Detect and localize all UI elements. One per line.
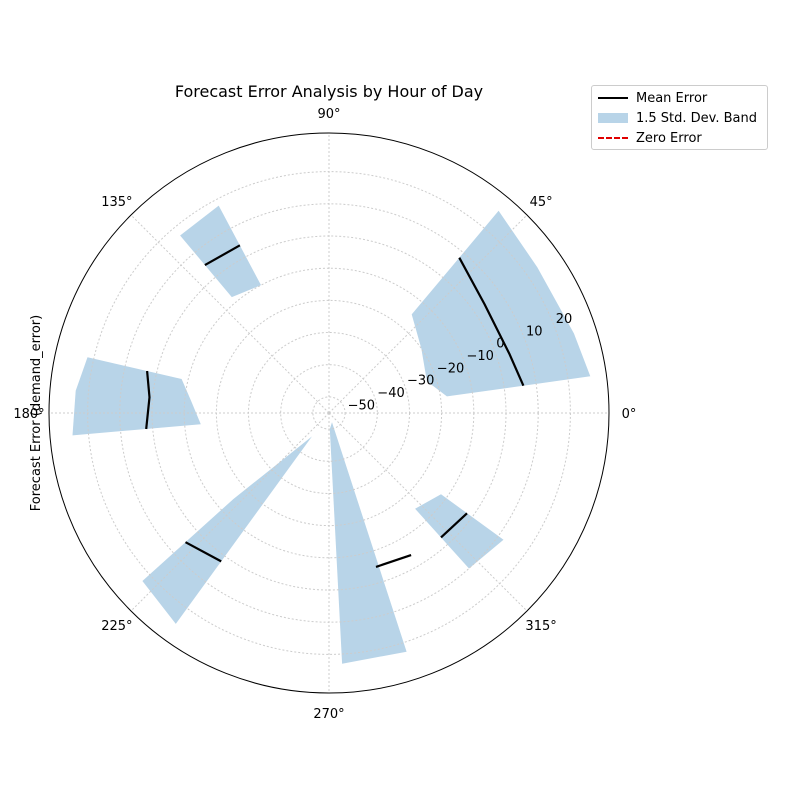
legend-line-swatch [598,92,628,104]
angular-grid-line [130,412,330,612]
std-band-segment [329,422,407,664]
mean-error-layer [145,244,525,568]
radial-tick-label: −30 [407,374,434,389]
angle-tick-label: 90° [317,107,340,122]
legend-label: 1.5 Std. Dev. Band [636,110,758,126]
radial-tick-label: −20 [437,361,464,376]
std-band-segment [72,357,201,436]
tick-label-layer: 0° 45° 90° 135° 180° 225° 270° 315° −50−40−30−20… [13,107,636,722]
legend-item-mean-error: Mean Error [598,88,707,108]
radial-tick-label: 10 [526,324,543,339]
mean-error-line [184,541,222,563]
std-band-segment [142,436,312,624]
mean-error-line [204,244,241,267]
angular-grid-line [328,412,528,612]
mean-error-line [440,512,468,539]
angle-tick-label: 225° [101,619,132,634]
grid-layer [49,133,609,693]
angle-tick-label: 45° [530,195,553,210]
mean-error-line [375,554,412,568]
y-axis-label: Forecast Error (demand_error) [29,315,44,511]
radial-tick-label: 0 [496,337,504,352]
radial-tick-label: −10 [467,349,494,364]
legend-item-zero-error: Zero Error [598,128,702,148]
polar-frame [48,132,610,694]
legend: Mean Error 1.5 Std. Dev. Band Zero Error [591,85,768,150]
angular-grid-line [328,214,528,414]
radial-tick-label: 20 [556,312,573,327]
band-layer [72,205,591,664]
angle-tick-label: 315° [525,619,556,634]
legend-dashed-swatch [598,132,628,144]
radial-tick-label: −50 [348,398,375,413]
std-band-segment [180,205,261,298]
std-band-segment [411,210,591,397]
legend-band-swatch [598,112,628,124]
std-band-segment [415,494,504,569]
angle-tick-label: 270° [313,707,344,722]
radial-tick-label: −40 [377,386,404,401]
legend-label: Zero Error [636,130,702,146]
angle-tick-label: 180° [13,407,44,422]
legend-label: Mean Error [636,90,708,106]
mean-error-line [458,257,525,387]
legend-item-std-band: 1.5 Std. Dev. Band [598,108,757,128]
angle-tick-label: 135° [101,195,132,210]
angular-grid-line [130,214,330,414]
mean-error-line [145,370,151,430]
angle-tick-label: 0° [622,407,637,422]
chart-title: Forecast Error Analysis by Hour of Day [174,82,484,101]
